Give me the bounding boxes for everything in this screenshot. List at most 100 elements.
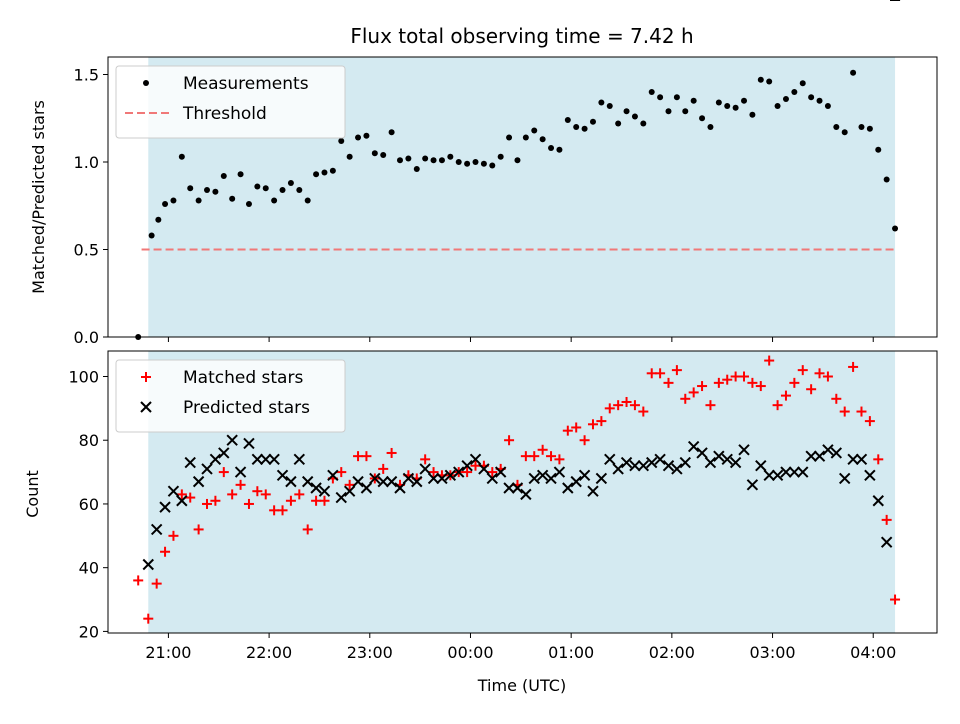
predicted-stars-point: [394, 482, 406, 494]
matched-stars-point: [730, 371, 741, 382]
predicted-stars-point: [167, 485, 180, 497]
legend-matched-marker: [141, 372, 151, 382]
measurement-point: [489, 162, 496, 169]
measurement-point: [749, 111, 756, 118]
predicted-stars-point: [822, 444, 834, 456]
matched-stars-point: [302, 524, 313, 535]
matched-stars-point: [613, 400, 624, 411]
matched-stars-point: [353, 451, 364, 462]
matched-stars-point: [537, 444, 548, 455]
predicted-stars-point: [595, 472, 608, 485]
measurement-point: [631, 113, 638, 120]
measurement-point: [589, 118, 596, 125]
matched-stars-point: [697, 381, 708, 392]
matched-stars-point: [646, 368, 657, 379]
predicted-stars-point: [511, 482, 524, 494]
matched-stars-point: [839, 406, 850, 417]
predicted-stars-point: [612, 463, 624, 475]
x-axis-label: Time (UTC): [477, 676, 566, 695]
matched-stars-point: [814, 368, 825, 379]
legend-measurements-marker: [143, 80, 149, 86]
predicted-stars-point: [847, 453, 859, 466]
predicted-stars-point: [427, 472, 440, 485]
bottom-y-tick-label: 20: [79, 622, 99, 641]
legend-predicted-marker: [140, 401, 152, 413]
matched-stars-point: [151, 578, 162, 589]
matched-stars-point: [713, 377, 724, 388]
predicted-stars-point: [293, 453, 306, 466]
measurement-point: [329, 167, 336, 174]
predicted-stars-point: [637, 460, 650, 472]
matched-stars-point: [806, 384, 817, 395]
predicted-stars-point: [578, 469, 591, 481]
top-axes-frame: [107, 56, 938, 338]
predicted-stars-point: [285, 475, 297, 488]
matched-stars-point: [133, 575, 144, 586]
predicted-stars-point: [562, 482, 574, 494]
matched-stars-point: [881, 514, 892, 525]
x-tick-label: 03:00: [749, 643, 795, 662]
x-tick-label: 21:00: [145, 643, 191, 662]
measurement-point: [187, 185, 194, 192]
measurement-point: [833, 124, 840, 130]
measurement-point: [296, 187, 303, 193]
measurement-point: [808, 94, 815, 101]
measurement-point: [548, 145, 555, 151]
measurement-point: [380, 152, 387, 158]
predicted-stars-point: [260, 453, 272, 466]
predicted-stars-point: [453, 466, 465, 478]
predicted-stars-point: [201, 463, 213, 475]
matched-stars-point: [764, 355, 775, 366]
matched-stars-point: [386, 447, 397, 458]
matched-stars-point: [361, 451, 372, 462]
matched-stars-point: [571, 422, 582, 433]
matched-stars-point: [202, 498, 213, 509]
matched-stars-point: [520, 451, 531, 462]
matched-stars-point: [243, 498, 254, 509]
bottom-y-tick-label: 100: [68, 367, 99, 386]
predicted-stars-point: [419, 463, 431, 475]
measurement-point: [388, 129, 395, 136]
predicted-stars-point: [176, 495, 188, 507]
matched-stars-point: [789, 377, 800, 388]
x-tick-label: 01:00: [548, 643, 594, 662]
predicted-stars-point: [704, 456, 717, 469]
measurement-point: [371, 150, 378, 157]
top-y-tick-label: 0.0: [74, 328, 99, 347]
predicted-stars-point: [746, 479, 759, 491]
measurement-point: [866, 125, 873, 132]
matched-stars-point: [671, 365, 682, 376]
matched-stars-point: [319, 495, 330, 506]
matched-stars-point: [193, 524, 204, 535]
measurement-point: [531, 127, 538, 134]
predicted-stars-point: [629, 460, 641, 472]
matched-stars-point: [143, 613, 154, 624]
measurement-point: [514, 157, 521, 164]
predicted-stars-point: [604, 453, 616, 466]
measurement-point: [178, 153, 185, 160]
matched-stars-point: [638, 406, 649, 417]
predicted-stars-point: [553, 466, 566, 478]
measurement-point: [279, 187, 286, 193]
legend-label: Measurements: [183, 74, 309, 94]
measurement-point: [665, 108, 672, 115]
predicted-stars-point: [738, 444, 750, 456]
measurement-point: [581, 125, 588, 132]
predicted-stars-point: [159, 501, 171, 513]
predicted-stars-point: [343, 485, 356, 497]
predicted-stars-point: [142, 558, 154, 571]
measurement-point: [564, 117, 571, 123]
matched-stars-point: [260, 489, 271, 500]
predicted-stars-point: [587, 485, 599, 497]
matched-stars-point: [621, 396, 632, 407]
matched-stars-point: [277, 505, 288, 516]
predicted-stars-point: [226, 434, 238, 446]
matched-stars-point: [739, 371, 750, 382]
measurement-point: [506, 134, 513, 141]
measurement-point: [598, 99, 605, 106]
bottom-panel: 20 40 60 80 100 21:00 22:00 23:00 00:00 01:00 02:0…: [68, 0, 938, 662]
matched-stars-point: [311, 495, 322, 506]
matched-stars-point: [755, 381, 766, 392]
matched-stars-point: [604, 403, 615, 414]
